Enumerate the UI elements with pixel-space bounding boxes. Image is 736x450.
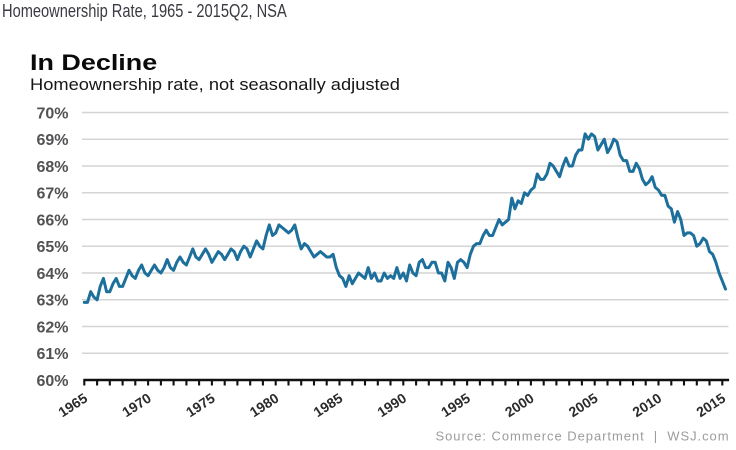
- svg-text:60%: 60%: [36, 373, 68, 390]
- svg-text:63%: 63%: [36, 293, 68, 310]
- svg-text:70%: 70%: [36, 105, 68, 122]
- svg-text:1985: 1985: [310, 390, 345, 420]
- svg-text:65%: 65%: [36, 239, 68, 256]
- svg-text:1970: 1970: [119, 390, 154, 420]
- svg-text:2000: 2000: [502, 390, 537, 420]
- svg-text:1965: 1965: [55, 390, 90, 420]
- svg-text:1990: 1990: [374, 390, 409, 420]
- svg-text:67%: 67%: [36, 186, 68, 203]
- svg-text:69%: 69%: [36, 132, 68, 149]
- svg-text:1980: 1980: [247, 390, 282, 420]
- svg-text:2015: 2015: [693, 390, 728, 420]
- svg-text:2005: 2005: [566, 390, 601, 420]
- svg-text:1975: 1975: [183, 390, 218, 420]
- svg-text:64%: 64%: [36, 266, 68, 283]
- svg-text:66%: 66%: [36, 212, 68, 229]
- svg-text:2010: 2010: [629, 390, 664, 420]
- svg-text:61%: 61%: [36, 346, 68, 363]
- svg-text:62%: 62%: [36, 319, 68, 336]
- svg-text:Source: Commerce Department |: Source: Commerce Department | WSJ.com: [436, 429, 730, 444]
- svg-text:68%: 68%: [36, 159, 68, 176]
- svg-text:1995: 1995: [438, 390, 473, 420]
